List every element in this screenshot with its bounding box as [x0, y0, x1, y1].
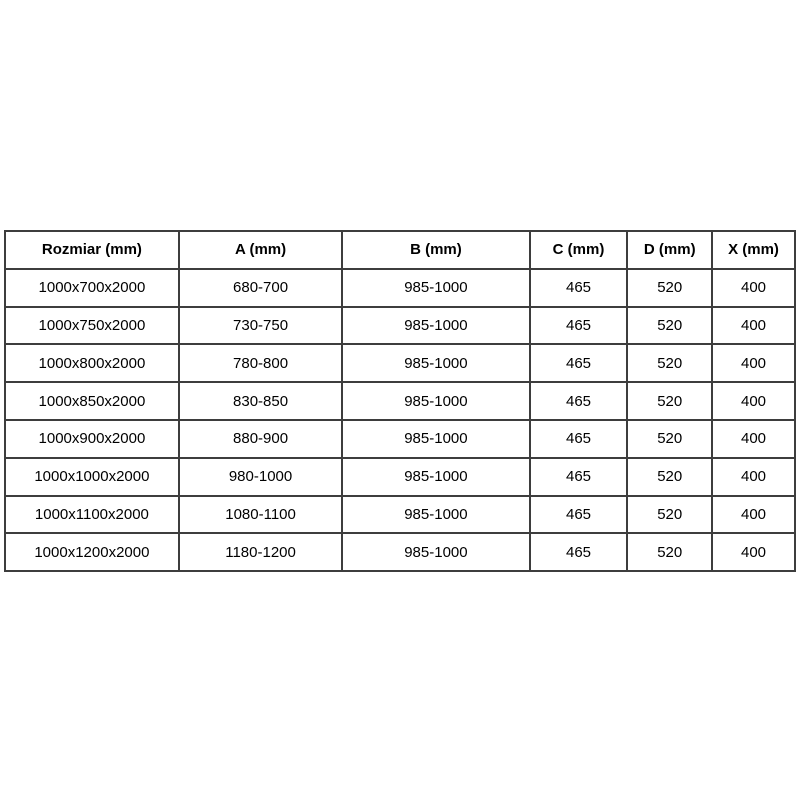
table-row: 1000x700x2000 680-700 985-1000 465 520 400	[4, 267, 796, 308]
table-cell: 465	[528, 343, 629, 384]
table-cell: 520	[626, 418, 713, 459]
table-cell: 465	[528, 418, 629, 459]
table-cell: 1000x800x2000	[4, 343, 180, 384]
table-cell: 980-1000	[177, 456, 344, 497]
table-cell: 985-1000	[341, 381, 531, 421]
table-cell: 520	[626, 343, 713, 384]
table-row: 1000x900x2000 880-900 985-1000 465 520 400	[4, 418, 796, 459]
table-header: Rozmiar (mm) A (mm) B (mm) C (mm) D (mm) X (m…	[4, 230, 796, 270]
header-row: Rozmiar (mm) A (mm) B (mm) C (mm) D (mm) X (m…	[4, 230, 796, 270]
table-cell: 680-700	[177, 267, 344, 308]
table-cell: 520	[626, 267, 713, 308]
header-cell: X (mm)	[711, 230, 796, 270]
size-spec-table: Rozmiar (mm) A (mm) B (mm) C (mm) D (mm) X (m…	[4, 230, 796, 573]
table-cell: 1000x1100x2000	[4, 494, 180, 535]
table-cell: 730-750	[177, 305, 344, 346]
table-cell: 465	[528, 456, 629, 497]
table-cell: 985-1000	[341, 532, 531, 573]
table-cell: 1080-1100	[177, 494, 344, 535]
table-cell: 520	[626, 305, 713, 346]
table-cell: 985-1000	[341, 494, 531, 535]
table-cell: 465	[528, 381, 629, 421]
table-row: 1000x1200x2000 1180-1200 985-1000 465 520 400	[4, 532, 796, 573]
header-cell: B (mm)	[341, 230, 531, 270]
table-cell: 465	[528, 532, 629, 573]
table-cell: 400	[711, 343, 796, 384]
table-cell: 400	[711, 418, 796, 459]
table-cell: 1000x900x2000	[4, 418, 180, 459]
table-cell: 1180-1200	[177, 532, 344, 573]
table-row: 1000x1100x2000 1080-1100 985-1000 465 520 400	[4, 494, 796, 535]
table-row: 1000x750x2000 730-750 985-1000 465 520 400	[4, 305, 796, 346]
table-cell: 400	[711, 381, 796, 421]
table-cell: 1000x1000x2000	[4, 456, 180, 497]
header-cell: A (mm)	[177, 230, 344, 270]
table-row: 1000x800x2000 780-800 985-1000 465 520 400	[4, 343, 796, 384]
table-cell: 520	[626, 381, 713, 421]
table-cell: 985-1000	[341, 456, 531, 497]
table-cell: 465	[528, 494, 629, 535]
table-cell: 400	[711, 494, 796, 535]
table-cell: 400	[711, 267, 796, 308]
table-cell: 465	[528, 267, 629, 308]
header-cell: D (mm)	[626, 230, 713, 270]
table-cell: 520	[626, 532, 713, 573]
table-cell: 1000x1200x2000	[4, 532, 180, 573]
header-cell: C (mm)	[528, 230, 629, 270]
table-cell: 465	[528, 305, 629, 346]
table-cell: 400	[711, 456, 796, 497]
table-cell: 1000x750x2000	[4, 305, 180, 346]
header-cell: Rozmiar (mm)	[4, 230, 180, 270]
table-cell: 400	[711, 532, 796, 573]
table-cell: 780-800	[177, 343, 344, 384]
table-cell: 985-1000	[341, 343, 531, 384]
table-cell: 830-850	[177, 381, 344, 421]
table-cell: 985-1000	[341, 305, 531, 346]
table-body: 1000x700x2000 680-700 985-1000 465 520 400 100…	[4, 267, 796, 573]
table-cell: 880-900	[177, 418, 344, 459]
table-cell: 985-1000	[341, 267, 531, 308]
table-cell: 520	[626, 494, 713, 535]
table-cell: 1000x850x2000	[4, 381, 180, 421]
table-cell: 400	[711, 305, 796, 346]
table-row: 1000x1000x2000 980-1000 985-1000 465 520 400	[4, 456, 796, 497]
table-cell: 1000x700x2000	[4, 267, 180, 308]
table-cell: 520	[626, 456, 713, 497]
table-cell: 985-1000	[341, 418, 531, 459]
table-row: 1000x850x2000 830-850 985-1000 465 520 400	[4, 381, 796, 421]
